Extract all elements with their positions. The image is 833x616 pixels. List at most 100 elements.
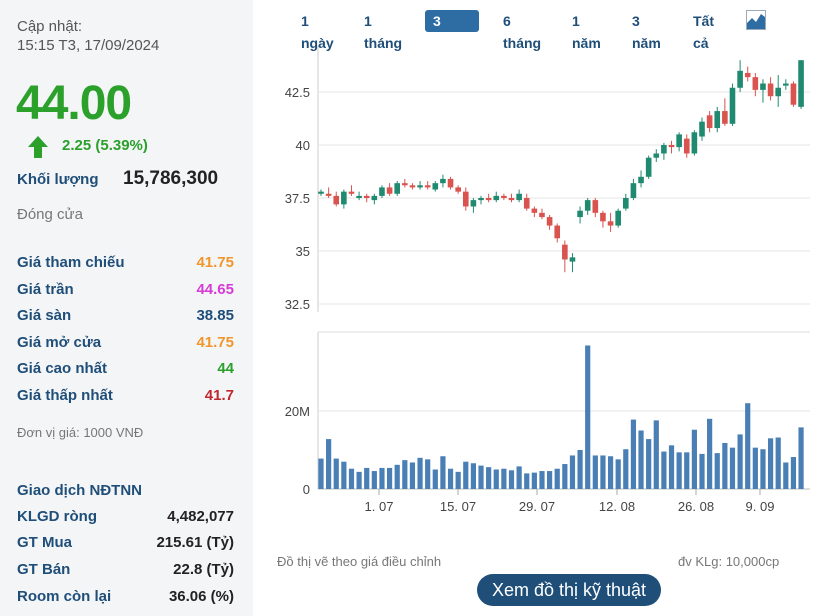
candle-body xyxy=(402,183,408,186)
candle-body xyxy=(569,257,576,262)
volume-bar xyxy=(348,468,355,489)
candle-body xyxy=(653,153,660,158)
candle-body xyxy=(623,198,629,209)
volume-bar xyxy=(607,456,614,489)
foreign-label: GT Bán xyxy=(17,561,71,578)
candle-body xyxy=(722,111,728,124)
x-tick-label: 1. 07 xyxy=(365,499,394,514)
candle-body xyxy=(790,83,797,105)
volume-bar xyxy=(455,471,461,489)
volume-bar xyxy=(318,458,324,489)
stat-value: 41.7 xyxy=(204,387,234,404)
candle-body xyxy=(462,191,469,207)
tab-1-month[interactable]: 1 tháng xyxy=(364,13,403,51)
candle-body xyxy=(432,183,439,190)
volume-bar xyxy=(615,459,621,489)
candle-body xyxy=(760,83,766,90)
tab-all[interactable]: Tất cả xyxy=(693,13,714,51)
volume-bar xyxy=(447,468,454,489)
candle-body xyxy=(691,132,698,154)
chart-note: Đồ thị vẽ theo giá điều chỉnh xyxy=(277,554,442,569)
volume-bar xyxy=(486,467,492,489)
candle-body xyxy=(478,198,484,201)
tab-6-months[interactable]: 6 tháng xyxy=(503,13,542,51)
candle-body xyxy=(379,187,385,196)
technical-chart-button[interactable]: Xem đồ thị kỹ thuật xyxy=(477,574,661,606)
candle-body xyxy=(516,193,522,201)
x-tick-label: 15. 07 xyxy=(440,499,476,514)
stat-value: 44 xyxy=(217,360,234,377)
volume-tick-label: 20M xyxy=(285,404,310,419)
volume-bar xyxy=(478,465,484,489)
volume-bar xyxy=(425,459,431,489)
volume-value: 15,786,300 xyxy=(123,168,219,189)
candle-body xyxy=(440,178,446,184)
price-tick-label: 42.5 xyxy=(285,85,310,100)
update-time: 15:15 T3, 17/09/2024 xyxy=(17,37,160,54)
candle-body xyxy=(783,83,789,86)
candle-body xyxy=(363,195,370,198)
tab-1-day[interactable]: 1 ngày xyxy=(301,13,334,51)
volume-bar xyxy=(623,449,629,489)
volume-bar xyxy=(386,467,393,489)
foreign-value: 36.06 (%) xyxy=(168,588,234,605)
candle-body xyxy=(348,191,355,194)
volume-bar xyxy=(790,457,797,489)
foreign-title: Giao dịch NĐTNN xyxy=(17,482,143,499)
volume-bar xyxy=(440,456,446,489)
volume-bar xyxy=(501,468,507,489)
volume-bar xyxy=(676,452,682,489)
volume-bar xyxy=(630,419,637,489)
volume-bar xyxy=(600,455,606,489)
volume-bar xyxy=(752,447,758,489)
candle-body xyxy=(630,183,637,198)
volume-bar xyxy=(722,442,728,489)
candle-body xyxy=(714,111,721,129)
candle-body xyxy=(676,134,682,148)
candle-body xyxy=(485,198,492,201)
candle-body xyxy=(455,187,461,192)
volume-bar xyxy=(699,453,705,489)
volume-bar xyxy=(470,463,476,489)
price-tick-label: 35 xyxy=(296,244,310,259)
candle-body xyxy=(409,185,416,188)
candle-body xyxy=(752,77,759,90)
candle-body xyxy=(333,195,340,205)
candle-body xyxy=(554,225,561,239)
quote-panel: Cập nhật: 15:15 T3, 17/09/2024 44.00 2.2… xyxy=(0,0,253,616)
stat-value: 44.65 xyxy=(196,281,234,298)
candle-body xyxy=(531,208,538,213)
volume-bar xyxy=(562,464,568,489)
stat-label: Giá cao nhất xyxy=(17,360,108,377)
candle-body xyxy=(318,191,324,194)
candle-body xyxy=(523,198,530,209)
candle-body xyxy=(546,217,553,226)
candle-body xyxy=(539,212,545,218)
candle-body xyxy=(706,115,713,129)
stat-label: Giá tham chiếu xyxy=(17,254,125,271)
foreign-value: 215.61 (Tỷ) xyxy=(156,534,234,551)
volume-bar xyxy=(760,449,766,489)
candle-body xyxy=(638,176,644,184)
stat-label: Giá mở cửa xyxy=(17,334,102,351)
tab-3-years[interactable]: 3 năm xyxy=(632,13,661,51)
candle-body xyxy=(699,121,705,137)
volume-bar xyxy=(394,464,400,489)
x-tick-label: 12. 08 xyxy=(599,499,635,514)
volume-bar xyxy=(729,447,736,489)
tab-3-months[interactable]: 3 tháng xyxy=(425,10,480,51)
volume-bar xyxy=(661,451,667,489)
price-tick-label: 40 xyxy=(296,138,310,153)
price-tick-label: 32.5 xyxy=(285,297,310,312)
candle-body xyxy=(729,87,736,124)
candle-body xyxy=(744,72,751,78)
x-tick-label: 26. 08 xyxy=(678,499,714,514)
candle-body xyxy=(508,198,515,201)
stat-value: 41.75 xyxy=(196,334,234,351)
candle-body xyxy=(371,195,378,201)
tab-1-year[interactable]: 1 năm xyxy=(572,13,601,51)
candle-body xyxy=(668,145,675,148)
candle-body xyxy=(775,87,781,97)
volume-bar xyxy=(783,462,789,489)
area-chart-icon[interactable] xyxy=(746,10,766,30)
